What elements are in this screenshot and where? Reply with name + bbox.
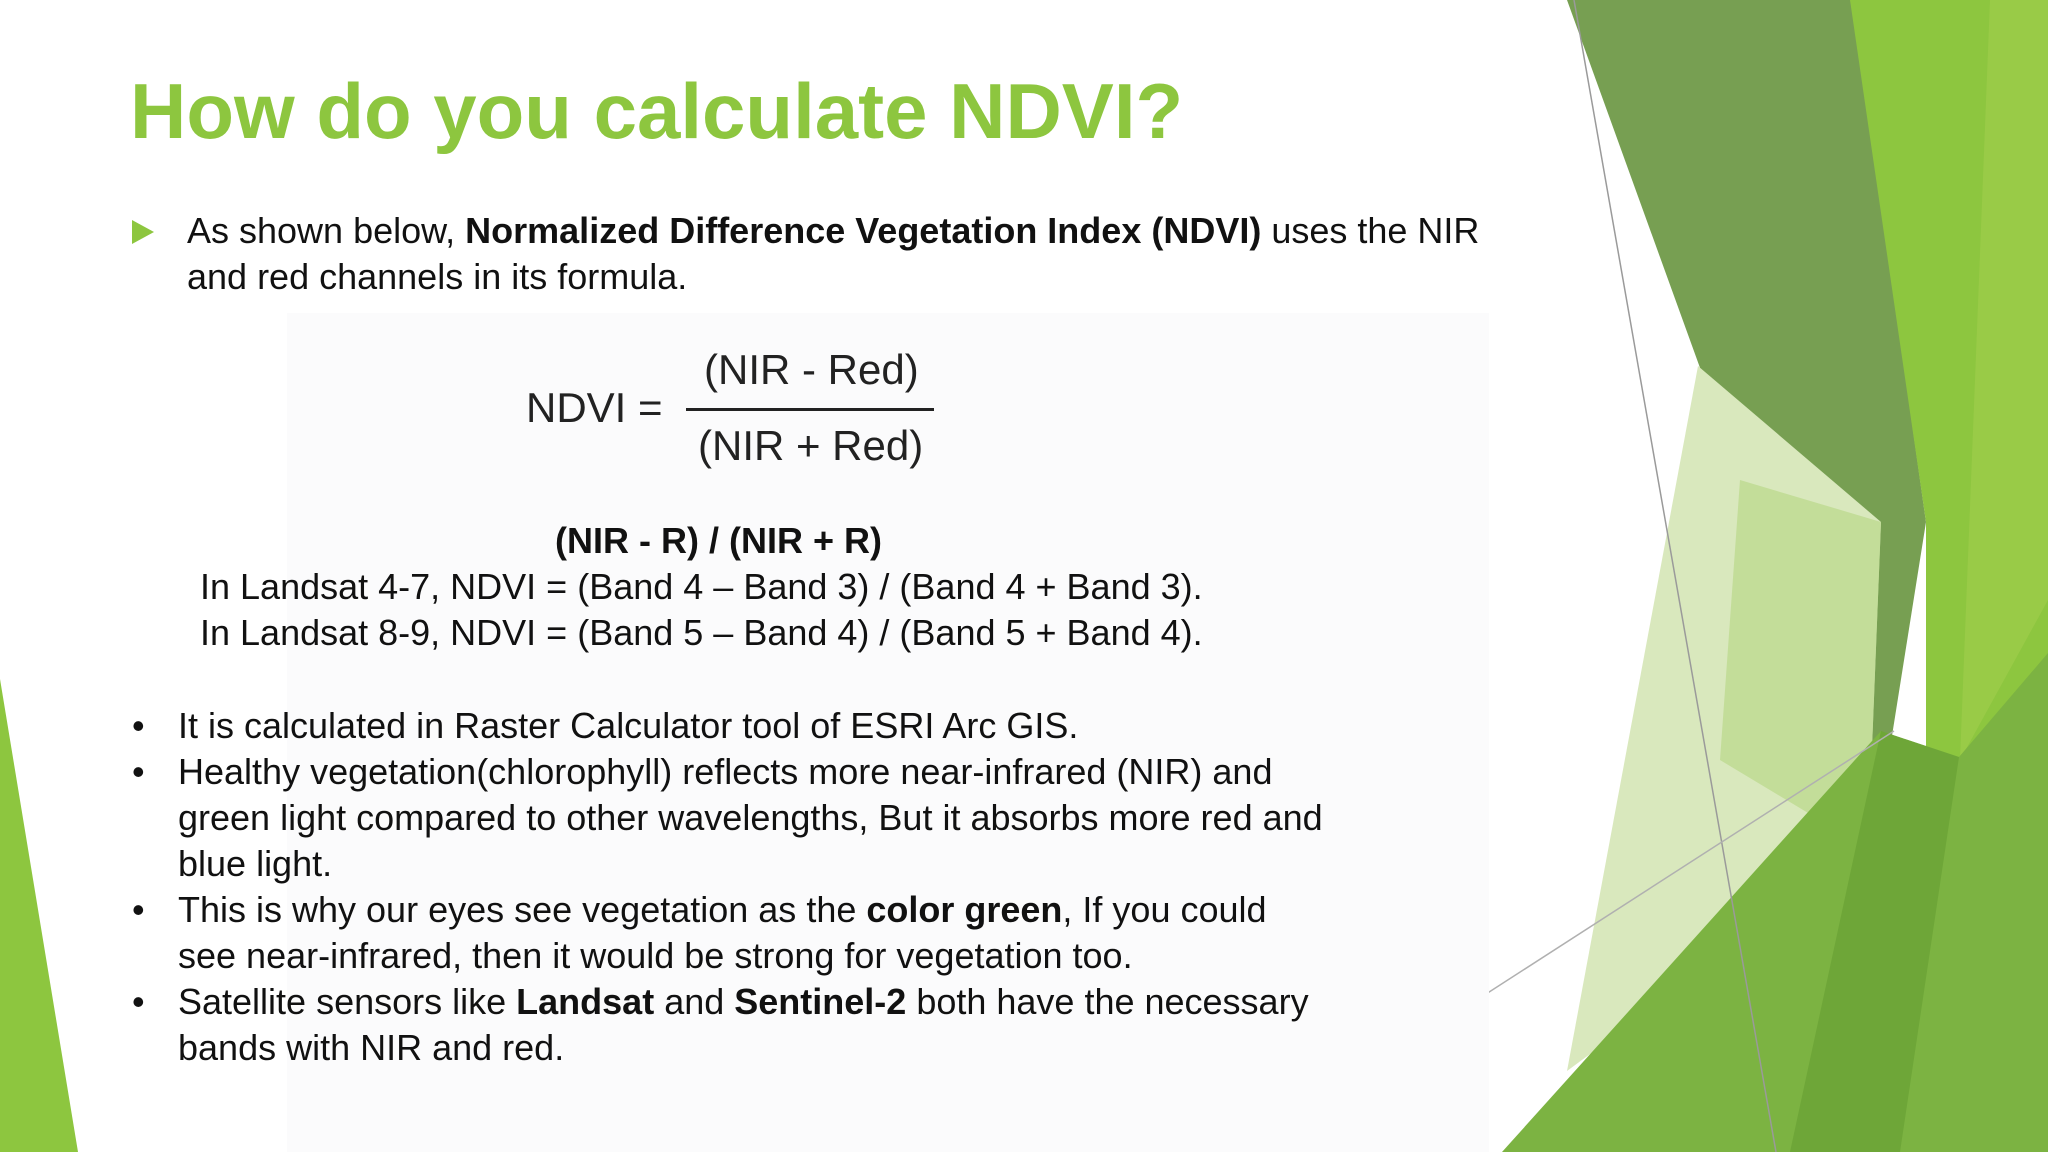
title: How do you calculate NDVI? xyxy=(130,67,1184,155)
bullet-list: It is calculated in Raster Calculator to… xyxy=(130,703,1330,1071)
bullet: Satellite sensors like Landsat and Senti… xyxy=(130,979,1330,1071)
intro-text: uses the NIR and red channels in its for… xyxy=(187,210,1480,297)
bullet-text: Healthy vegetation(chlorophyll) reflects… xyxy=(178,751,1323,884)
bullet-text: both have the necessary bands with NIR a… xyxy=(178,981,1309,1068)
intro-text: As shown below, xyxy=(187,210,466,251)
bullet-text: It is calculated in Raster Calculator to… xyxy=(178,705,1079,746)
bullet-text: and xyxy=(654,981,735,1022)
formula-numerator: (NIR - Red) xyxy=(704,346,919,393)
bullet-text: , If you could see near-infrared, then i… xyxy=(178,889,1267,976)
bullet: It is calculated in Raster Calculator to… xyxy=(130,703,1330,749)
landsat-line: In Landsat 4-7, NDVI = (Band 4 – Band 3)… xyxy=(200,566,1203,607)
bullet: Healthy vegetation(chlorophyll) reflects… xyxy=(130,749,1330,887)
arrow-bullet xyxy=(132,220,154,244)
formula-text: (NIR - R) / (NIR + R) xyxy=(555,520,882,561)
formula-lhs: NDVI = xyxy=(526,384,663,431)
bullet-bold: color green xyxy=(866,889,1063,930)
bullet-bold: Landsat xyxy=(516,981,655,1022)
bullet-text: This is why our eyes see vegetation as t… xyxy=(178,889,867,930)
intro-bold: Normalized Difference Vegetation Index (… xyxy=(465,210,1262,251)
fraction-bar xyxy=(686,408,934,411)
formula-denominator: (NIR + Red) xyxy=(698,422,924,469)
bullet: This is why our eyes see vegetation as t… xyxy=(130,887,1330,979)
bullet-text: Satellite sensors like xyxy=(178,981,517,1022)
landsat-line: In Landsat 8-9, NDVI = (Band 5 – Band 4)… xyxy=(200,612,1203,653)
bullet-bold: Sentinel-2 xyxy=(734,981,907,1022)
intro: As shown below, Normalized Difference Ve… xyxy=(187,208,1507,300)
